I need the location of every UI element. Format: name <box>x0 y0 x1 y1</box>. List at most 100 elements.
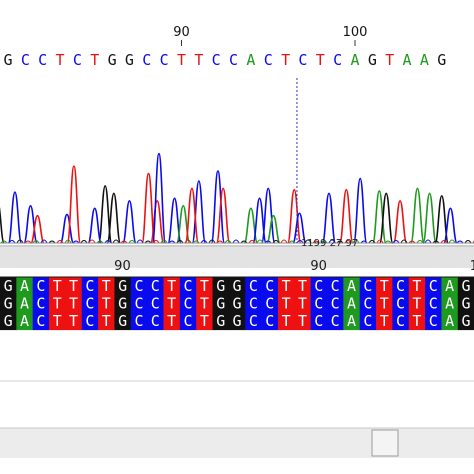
trace-peak <box>151 152 167 244</box>
alignment-base-letter: C <box>265 277 274 295</box>
trace-noise <box>192 240 200 244</box>
trace-noise <box>256 239 264 244</box>
trace-noise <box>0 240 8 244</box>
alignment-column-block <box>32 277 50 331</box>
alignment-scrollbar-track[interactable] <box>0 428 474 458</box>
alignment-scrollbar-thumb[interactable] <box>371 429 399 457</box>
alignment-column-block <box>294 277 312 331</box>
trace-peak <box>122 200 137 244</box>
trace-noise <box>368 240 376 244</box>
alignment-base-letter: A <box>347 277 356 295</box>
alignment-base-letter: T <box>53 277 62 295</box>
alignment-base-letter: G <box>461 277 470 295</box>
alignment-column-block <box>81 277 99 331</box>
alignment-base-letter: C <box>363 295 372 313</box>
base-call-letter: T <box>316 51 325 69</box>
alignment-base-letter: C <box>396 312 405 330</box>
trace-noise <box>72 240 80 244</box>
base-call-letter: A <box>246 51 255 69</box>
alignment-base-letter: T <box>102 295 111 313</box>
trace-peak <box>422 192 437 244</box>
alignment-column-block <box>179 277 197 331</box>
alignment-base-letter: A <box>445 295 454 313</box>
trace-peak <box>371 190 387 244</box>
position-ruler: 090100 <box>173 25 368 46</box>
trace-peak <box>87 207 103 244</box>
base-call-letter: G <box>108 51 117 69</box>
trace-noise <box>320 240 328 244</box>
alignment-base-letter: T <box>412 295 421 313</box>
base-call-letter: C <box>298 51 307 69</box>
base-call-letter: A <box>420 51 429 69</box>
alignment-column-block <box>425 277 442 331</box>
alignment-column-block <box>212 277 230 331</box>
alignment-base-letter: G <box>233 277 242 295</box>
base-call-letter: A <box>403 51 412 69</box>
trace-noise <box>80 240 88 244</box>
base-call-letter: T <box>281 51 290 69</box>
trace-noise <box>112 239 120 244</box>
trace-peak <box>191 180 207 244</box>
trace-peak <box>321 192 337 244</box>
trace-peak <box>23 204 38 244</box>
trace-noise <box>400 239 408 244</box>
base-call-letter: T <box>177 51 186 69</box>
trace-peak <box>286 188 302 244</box>
trace-noise <box>416 240 424 244</box>
alignment-base-letter: G <box>461 312 470 330</box>
alignment-base-letter: T <box>102 277 111 295</box>
trace-noise <box>56 240 64 244</box>
alignment-ruler-label: 90 <box>310 259 327 274</box>
base-call-letter: C <box>160 51 169 69</box>
trace-noise <box>328 239 336 244</box>
alignment-base-letter: C <box>396 295 405 313</box>
alignment-base-letter: T <box>167 277 176 295</box>
trace-noise <box>136 239 144 244</box>
trace-noise <box>296 240 304 244</box>
base-call-letter: C <box>229 51 238 69</box>
alignment-base-letter: C <box>151 277 160 295</box>
alignment-base-letter: C <box>184 277 193 295</box>
alignment-column-block <box>98 277 115 331</box>
alignment-base-letter: C <box>429 277 438 295</box>
alignment-base-letter: T <box>69 295 78 313</box>
position-tick-label: 100 <box>343 25 368 40</box>
trace-peak <box>7 191 23 244</box>
alignment-column-block <box>261 277 279 331</box>
alignment-colored-blocks: GGGAAACCCTTTTTTCCCTTTGGGCCCCCCTTTCCCTTTG… <box>0 276 474 331</box>
alignment-column-block <box>245 277 263 331</box>
base-call-letter: G <box>437 51 446 69</box>
alignment-base-letter: A <box>20 312 29 330</box>
base-call-letter: T <box>56 51 65 69</box>
base-call-letter: C <box>21 51 30 69</box>
trace-noise <box>152 240 160 244</box>
alignment-base-letter: T <box>380 312 389 330</box>
chromatogram-scrollbar-track[interactable] <box>0 245 474 269</box>
alignment-base-letter: G <box>216 312 225 330</box>
trace-peak <box>0 207 5 244</box>
position-tick-label: 90 <box>173 25 190 40</box>
trace-noise <box>120 240 128 244</box>
alignment-base-letter: C <box>134 312 143 330</box>
alignment-base-letter: T <box>380 295 389 313</box>
base-call-letter: C <box>264 51 273 69</box>
alignment-base-letter: C <box>331 277 340 295</box>
alignment-base-letter: T <box>412 277 421 295</box>
trace-noise <box>360 240 368 244</box>
trace-noise <box>392 240 400 244</box>
alignment-column-block <box>16 277 34 331</box>
alignment-base-letter: G <box>216 295 225 313</box>
alignment-base-letter: C <box>314 312 323 330</box>
alignment-base-letter: G <box>4 277 13 295</box>
base-call-letter: C <box>73 51 82 69</box>
alignment-base-letter: T <box>53 295 62 313</box>
alignment-base-letter: T <box>298 295 307 313</box>
base-call-letter: T <box>90 51 99 69</box>
base-call-letter: C <box>212 51 221 69</box>
alignment-column-block <box>376 277 393 331</box>
alignment-column-block <box>441 277 459 331</box>
trace-noise <box>424 239 432 244</box>
alignment-base-letter: A <box>445 277 454 295</box>
alignment-base-letter: G <box>4 312 13 330</box>
